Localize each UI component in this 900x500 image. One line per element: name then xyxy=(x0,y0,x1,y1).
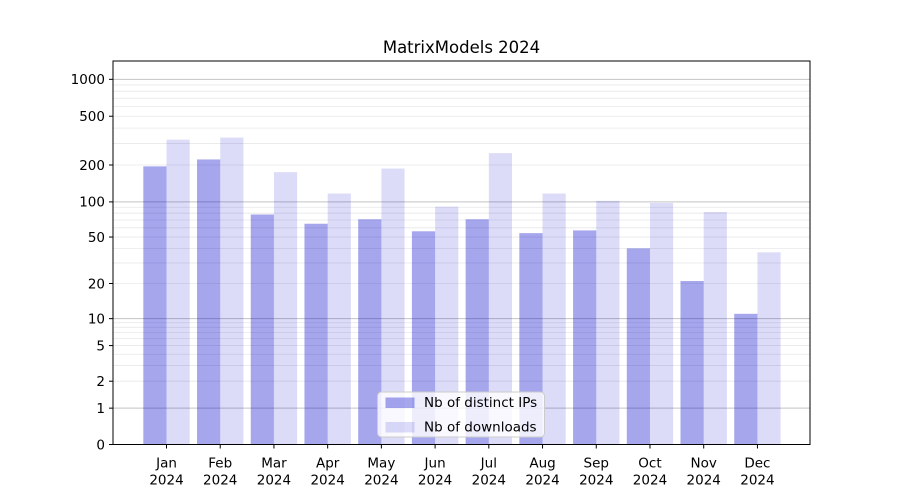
bar-distinct-ips xyxy=(626,248,650,445)
bar-distinct-ips xyxy=(250,214,274,445)
bar-distinct-ips xyxy=(197,159,221,445)
y-tick-label: 50 xyxy=(88,230,105,246)
bar-layer xyxy=(143,137,781,445)
x-tick-label-month: Feb xyxy=(208,456,232,472)
y-tick-label: 500 xyxy=(79,109,105,125)
y-tick-label: 20 xyxy=(88,276,105,292)
bar-distinct-ips xyxy=(358,219,382,445)
y-tick-label: 0 xyxy=(96,437,105,453)
bar-downloads xyxy=(649,202,674,445)
legend-swatch xyxy=(385,422,415,433)
x-tick-label-year: 2024 xyxy=(579,473,613,489)
legend-swatch xyxy=(385,397,415,408)
y-tick-label: 100 xyxy=(79,195,105,211)
bar-downloads xyxy=(703,211,727,445)
bar-downloads xyxy=(435,206,459,445)
bar-distinct-ips xyxy=(573,230,597,445)
x-tick-label-month: Jul xyxy=(480,456,497,472)
x-tick-label-month: Aug xyxy=(529,456,555,472)
legend-label: Nb of downloads xyxy=(424,420,537,436)
bar-downloads xyxy=(542,193,566,445)
x-tick-label-year: 2024 xyxy=(364,473,398,489)
legend: Nb of distinct IPs Nb of downloads xyxy=(377,391,545,438)
legend-label: Nb of distinct IPs xyxy=(424,395,537,411)
x-tick-label-month: Mar xyxy=(261,456,287,472)
x-tick-label-year: 2024 xyxy=(633,473,667,489)
plot-border xyxy=(112,60,811,445)
x-tick-label-year: 2024 xyxy=(257,473,291,489)
y-tick-label: 2 xyxy=(96,374,105,390)
x-tick-label-month: Oct xyxy=(638,456,661,472)
x-tick-label-year: 2024 xyxy=(418,473,452,489)
bar-distinct-ips xyxy=(143,166,167,445)
bar-downloads xyxy=(327,193,351,445)
bar-downloads xyxy=(220,137,244,445)
legend-box xyxy=(377,391,545,438)
bar-distinct-ips xyxy=(680,281,704,445)
bar-distinct-ips xyxy=(734,313,758,445)
x-tick-label-month: Jan xyxy=(155,456,177,472)
y-tick-label: 10 xyxy=(88,311,105,327)
bar-distinct-ips xyxy=(465,219,489,445)
bar-distinct-ips xyxy=(304,223,328,445)
y-tick-label: 200 xyxy=(79,158,105,174)
chart-title: MatrixModels 2024 xyxy=(383,38,540,57)
axis-layer: 01251020501002005001000Jan2024Feb2024Mar… xyxy=(71,60,811,489)
x-tick-label-month: Dec xyxy=(744,456,770,472)
x-tick-label-year: 2024 xyxy=(149,473,183,489)
x-tick-label-month: Sep xyxy=(584,456,609,472)
bar-downloads xyxy=(488,153,513,445)
bar-downloads xyxy=(381,168,405,445)
x-tick-label-month: Apr xyxy=(316,456,340,472)
x-tick-label-year: 2024 xyxy=(472,473,506,489)
x-tick-label-year: 2024 xyxy=(687,473,721,489)
y-tick-label: 1 xyxy=(96,401,105,417)
bar-downloads xyxy=(166,139,190,445)
x-tick-label-year: 2024 xyxy=(310,473,344,489)
bar-downloads xyxy=(757,252,781,445)
bar-distinct-ips xyxy=(411,231,436,445)
x-tick-label-year: 2024 xyxy=(740,473,774,489)
bar-downloads xyxy=(596,200,620,445)
x-tick-label-month: May xyxy=(367,456,395,472)
x-tick-label-year: 2024 xyxy=(203,473,237,489)
x-tick-label-month: Jun xyxy=(424,456,446,472)
bar-downloads xyxy=(273,172,298,445)
y-tick-label: 5 xyxy=(96,338,105,354)
y-tick-label: 1000 xyxy=(71,72,105,88)
x-tick-label-month: Nov xyxy=(691,456,717,472)
x-tick-label-year: 2024 xyxy=(525,473,559,489)
